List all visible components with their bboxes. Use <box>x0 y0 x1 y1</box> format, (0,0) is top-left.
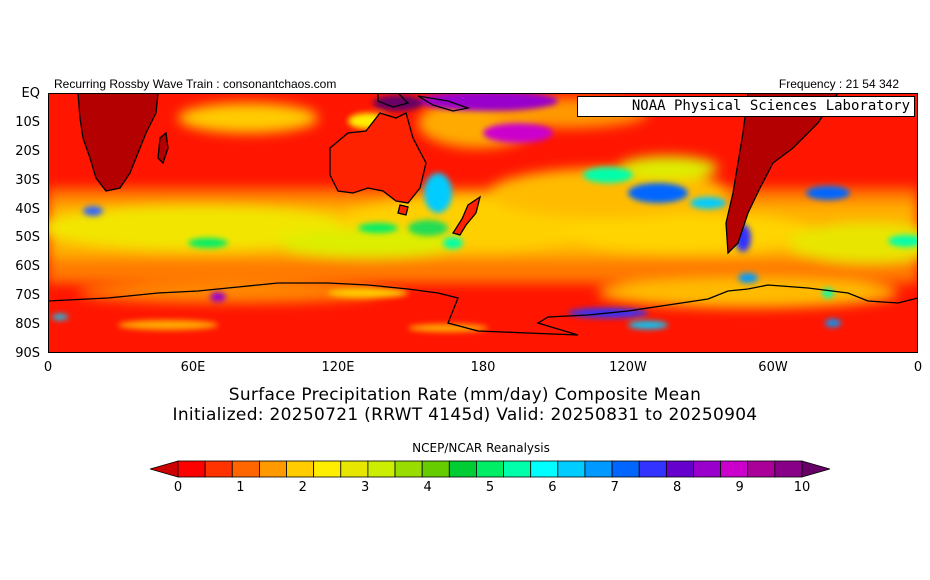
colorbar-swatch <box>258 460 287 478</box>
lon-label: 120W <box>609 360 647 375</box>
colorbar-label: 10 <box>793 480 811 495</box>
colorbar-swatch <box>638 460 667 478</box>
lat-label: 30S <box>15 172 40 188</box>
colorbar-swatch <box>394 460 423 478</box>
colorbar-swatch <box>476 460 504 478</box>
colorbar-swatch <box>448 460 477 478</box>
colorbar-swatch <box>421 460 450 478</box>
colorbar-swatch <box>148 460 179 478</box>
lat-label: 10S <box>15 114 40 130</box>
lat-label: EQ <box>21 86 40 101</box>
colorbar-swatch <box>503 460 532 478</box>
colorbar-swatches <box>148 460 832 478</box>
colorbar-swatch <box>693 460 722 478</box>
colorbar-label: 8 <box>673 480 682 495</box>
lon-label: 0 <box>913 360 923 375</box>
precipitation-map <box>48 93 918 353</box>
header-right-text: Frequency : 21 54 342 <box>778 77 899 91</box>
lat-label: 40S <box>15 201 40 217</box>
map-title-line2: Initialized: 20250721 (RRWT 4145d) Valid… <box>172 405 758 425</box>
lon-label: 60W <box>758 360 788 375</box>
lon-label: 180 <box>470 360 496 375</box>
colorbar <box>148 460 832 482</box>
lat-label: 90S <box>15 346 40 361</box>
colorbar-swatch <box>177 460 206 478</box>
lat-label: 60S <box>15 259 40 275</box>
colorbar-swatch <box>286 460 315 478</box>
colorbar-swatch <box>774 460 803 478</box>
lat-label: 50S <box>15 230 40 246</box>
data-source-label: NCEP/NCAR Reanalysis <box>412 441 550 455</box>
lat-label: 80S <box>15 317 40 333</box>
coastlines <box>48 93 918 336</box>
colorbar-swatch <box>747 460 776 478</box>
colorbar-label: 6 <box>548 480 557 495</box>
colorbar-swatch <box>665 460 694 478</box>
colorbar-swatch <box>367 460 396 478</box>
colorbar-swatch <box>801 460 832 478</box>
colorbar-label: 1 <box>236 480 245 495</box>
colorbar-label: 7 <box>610 480 619 495</box>
colorbar-label: 3 <box>361 480 370 495</box>
colorbar-swatch <box>611 460 640 478</box>
header-left-text: Recurring Rossby Wave Train : consonantc… <box>54 77 337 91</box>
lon-label: 0 <box>43 360 53 375</box>
colorbar-label: 9 <box>735 480 744 495</box>
colorbar-label: 4 <box>423 480 432 495</box>
map-title-line1: Surface Precipitation Rate (mm/day) Comp… <box>228 385 702 405</box>
lon-label: 60E <box>180 360 206 375</box>
colorbar-swatch <box>204 460 233 478</box>
colorbar-label: 0 <box>173 480 183 495</box>
colorbar-label: 5 <box>485 480 495 495</box>
colorbar-swatch <box>340 460 369 478</box>
colorbar-label: 2 <box>298 480 307 495</box>
colorbar-swatch <box>231 460 260 478</box>
colorbar-swatch <box>530 460 559 478</box>
precipitation-field <box>48 93 918 353</box>
colorbar-swatch <box>584 460 613 478</box>
lat-label: 70S <box>15 288 40 304</box>
colorbar-swatch <box>557 460 586 478</box>
noaa-label: NOAA Physical Sciences Laboratory <box>577 96 915 117</box>
lat-label: 20S <box>15 143 40 159</box>
colorbar-swatch <box>720 460 749 478</box>
map-border <box>48 93 918 353</box>
colorbar-swatch <box>313 460 342 478</box>
lon-label: 120E <box>321 360 355 375</box>
